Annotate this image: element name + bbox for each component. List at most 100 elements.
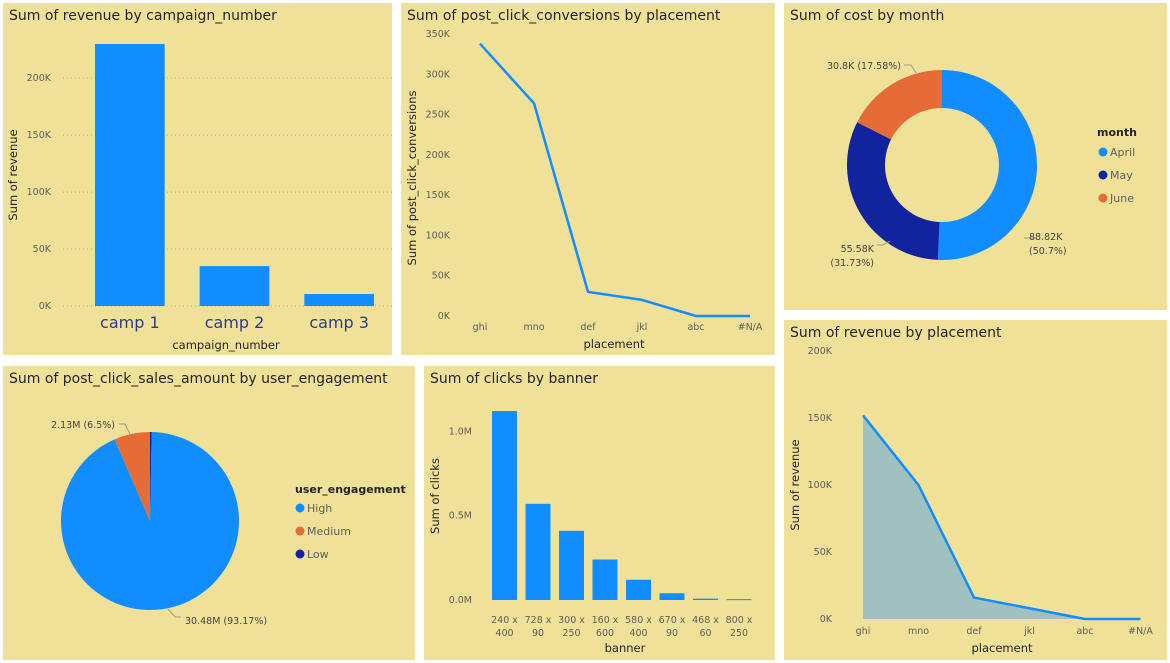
- legend-label: April: [1110, 146, 1135, 159]
- x-tick-label: 250: [562, 628, 580, 639]
- y-tick-label: 50K: [33, 244, 52, 255]
- y-tick-label: 0K: [820, 614, 833, 625]
- x-tick-label: camp 3: [309, 313, 369, 332]
- y-tick-label: 0.5M: [449, 511, 472, 522]
- x-tick-label: 400: [495, 628, 513, 639]
- x-tick-label: mno: [523, 322, 544, 333]
- panel-title: Sum of revenue by campaign_number: [9, 8, 277, 24]
- x-tick-label: 300 x: [558, 615, 585, 626]
- panel-title: Sum of revenue by placement: [790, 325, 1002, 341]
- panel-title: Sum of clicks by banner: [430, 371, 599, 387]
- pie-slice: [114, 432, 150, 521]
- leader-line: [904, 64, 917, 74]
- data-label: 30.48M (93.17%): [185, 616, 267, 627]
- bar: [525, 503, 551, 600]
- panel-title: Sum of cost by month: [790, 8, 945, 24]
- y-tick-label: 200K: [27, 73, 52, 84]
- y-axis-label: Sum of post_click_conversions: [405, 91, 419, 266]
- legend-marker: [295, 503, 305, 513]
- panel-title: Sum of post_click_conversions by placeme…: [407, 8, 721, 24]
- y-tick-label: 150K: [27, 130, 52, 141]
- sales-by-engagement-panel[interactable]: Sum of post_click_sales_amount by user_e…: [3, 366, 415, 660]
- y-tick-label: 100K: [27, 187, 52, 198]
- pie-slice: [150, 432, 152, 521]
- x-tick-label: abc: [687, 322, 704, 333]
- y-tick-label: 200K: [808, 346, 833, 357]
- bar: [95, 44, 165, 306]
- leader-line: [119, 423, 131, 435]
- bar: [199, 266, 270, 306]
- x-tick-label: 250: [730, 628, 748, 639]
- legend-title: month: [1097, 126, 1137, 139]
- y-tick-label: 0K: [39, 301, 52, 312]
- revenue-by-placement-chart: 0K 50K 100K 150K 200K ghi mno def jkl abc #N/A plac…: [788, 346, 1153, 655]
- x-tick-label: 60: [699, 628, 711, 639]
- y-tick-label: 50K: [432, 271, 451, 282]
- data-label: (31.73%): [830, 258, 874, 269]
- x-axis-label: campaign_number: [172, 338, 280, 352]
- legend-label: High: [307, 502, 332, 515]
- data-label: 55.58K: [841, 244, 875, 255]
- donut-slice: [937, 70, 1037, 260]
- legend-label: June: [1109, 192, 1134, 205]
- leader-line: [167, 608, 181, 618]
- x-axis-label: placement: [583, 337, 645, 351]
- legend-marker: [1098, 147, 1108, 157]
- x-tick-label: jkl: [636, 322, 648, 333]
- x-tick-label: def: [580, 322, 596, 333]
- y-tick-label: 100K: [426, 230, 451, 241]
- x-tick-label: camp 2: [205, 313, 265, 332]
- y-tick-label: 350K: [426, 29, 451, 40]
- y-tick-label: 150K: [426, 190, 451, 201]
- cost-by-month-chart: 88.82K (50.7%) 55.58K (31.73%) 30.8K (17.58%…: [827, 61, 1137, 269]
- revenue-by-campaign-panel[interactable]: Sum of revenue by campaign_number 0K 50K 1…: [3, 3, 392, 355]
- y-tick-label: 100K: [808, 480, 833, 491]
- cost-by-month-panel[interactable]: Sum of cost by month 88.82K (50.7%) 55.58K…: [784, 3, 1167, 310]
- series-line: [862, 414, 1141, 621]
- legend-marker: [1098, 193, 1108, 203]
- conversions-by-placement-panel[interactable]: Sum of post_click_conversions by placeme…: [401, 3, 775, 355]
- x-axis-label: banner: [605, 641, 646, 655]
- x-tick-label: 160 x: [592, 615, 619, 626]
- top-edge: [0, 0, 1170, 2]
- x-tick-label: mno: [908, 626, 929, 637]
- bar: [626, 579, 651, 600]
- x-tick-label: def: [966, 626, 982, 637]
- legend-title: user_engagement: [295, 483, 406, 496]
- y-tick-label: 1.0M: [449, 426, 472, 437]
- sales-by-engagement-chart: 2.13M (6.5%) 30.48M (93.17%) user_engageme…: [51, 420, 406, 627]
- x-tick-label: 400: [629, 628, 647, 639]
- x-tick-label: 580 x: [625, 615, 652, 626]
- y-tick-label: 0.0M: [449, 595, 472, 606]
- pie-slice: [60, 432, 240, 610]
- legend-label: Medium: [307, 525, 351, 538]
- panel-title: Sum of post_click_sales_amount by user_e…: [9, 371, 388, 387]
- data-label: 30.8K (17.58%): [827, 61, 901, 72]
- y-axis-label: Sum of clicks: [428, 458, 442, 534]
- bar: [492, 411, 517, 600]
- donut-slice: [847, 122, 940, 260]
- x-tick-label: 800 x: [726, 615, 753, 626]
- area-fill: [863, 415, 1141, 619]
- clicks-by-banner-panel[interactable]: Sum of clicks by banner 0.0M 0.5M 1.0M 240 …: [424, 366, 775, 660]
- bar: [726, 599, 752, 601]
- y-tick-label: 150K: [808, 413, 833, 424]
- y-axis-label: Sum of revenue: [6, 129, 20, 220]
- x-tick-label: 468 x: [692, 615, 719, 626]
- x-tick-label: #N/A: [1128, 626, 1153, 637]
- leader-line: [877, 240, 891, 246]
- x-tick-label: ghi: [473, 322, 488, 333]
- x-tick-label: jkl: [1023, 626, 1035, 637]
- y-tick-label: 250K: [426, 110, 451, 121]
- x-tick-label: ghi: [856, 626, 871, 637]
- bar: [659, 593, 685, 600]
- revenue-by-placement-panel[interactable]: Sum of revenue by placement 0K 50K 100K 150…: [784, 320, 1167, 660]
- bar: [304, 294, 374, 306]
- clicks-by-banner-chart: 0.0M 0.5M 1.0M 240 x 400 728 x 90 300 x 250 160 x…: [428, 411, 753, 655]
- bar: [693, 598, 718, 600]
- legend-marker: [295, 549, 305, 559]
- x-tick-label: camp 1: [100, 313, 160, 332]
- bar: [559, 530, 584, 600]
- y-tick-label: 50K: [814, 547, 833, 558]
- legend-marker: [295, 526, 305, 536]
